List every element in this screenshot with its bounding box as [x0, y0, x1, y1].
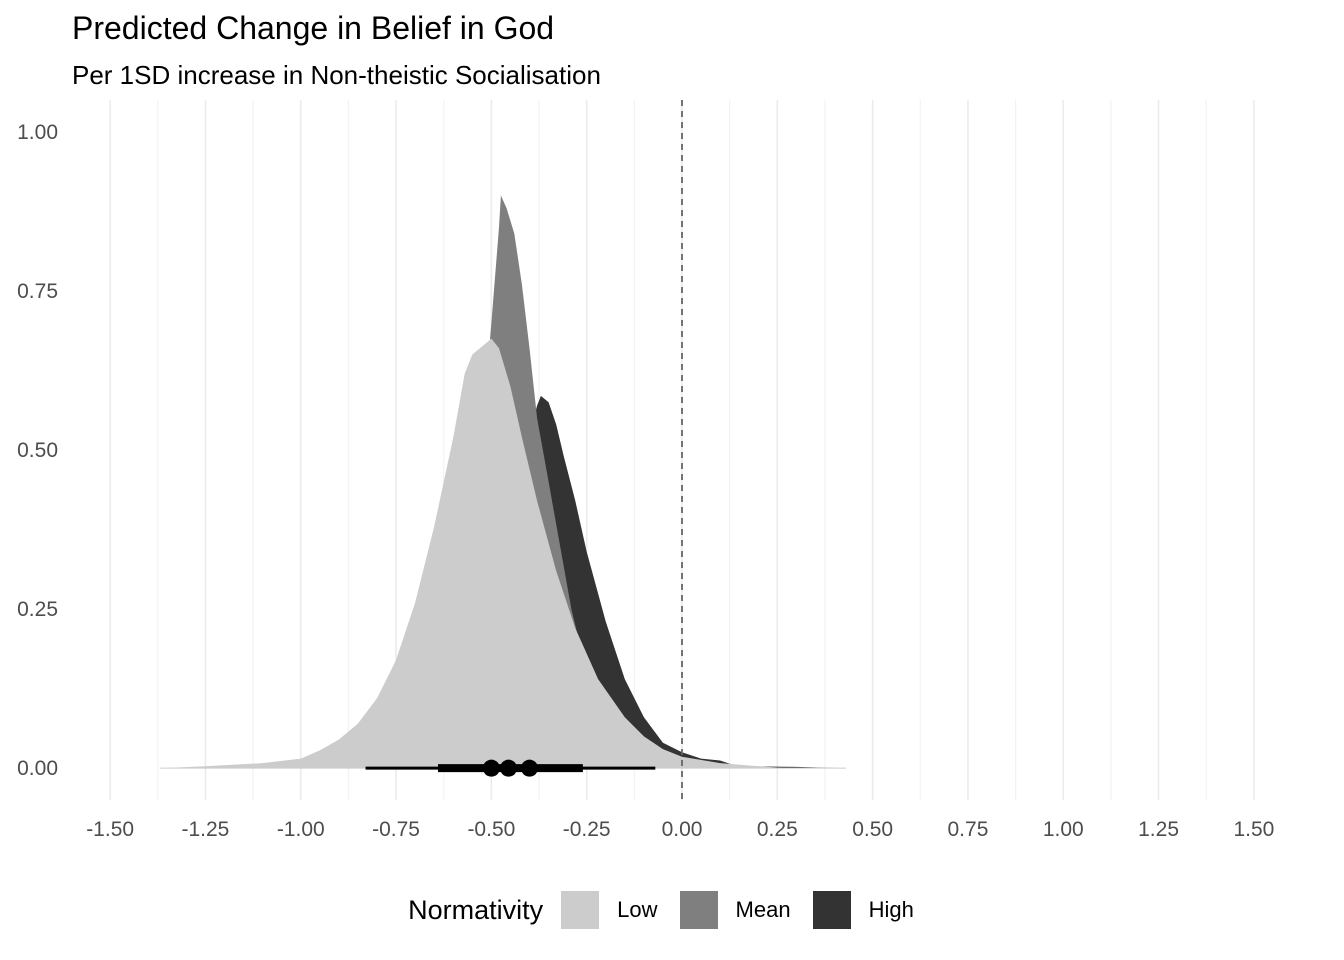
y-tick-label: 0.00 — [17, 757, 58, 780]
legend: Normativity Low Mean High — [0, 886, 1344, 934]
x-tick-label: 0.75 — [948, 818, 989, 841]
interval-point — [521, 759, 538, 777]
legend-key-low — [561, 891, 600, 929]
density-area-low — [159, 338, 789, 769]
x-tick-label: 0.00 — [662, 818, 703, 841]
x-tick-label: 1.25 — [1138, 818, 1179, 841]
x-tick-label: -1.50 — [86, 818, 134, 841]
legend-key-mean — [679, 891, 718, 929]
y-tick-label: 0.50 — [17, 439, 58, 462]
x-tick-label: 1.50 — [1233, 818, 1274, 841]
legend-item-mean: Mean — [679, 891, 791, 929]
x-tick-label: -0.50 — [467, 818, 515, 841]
legend-label-high: High — [868, 897, 914, 922]
interval-point — [482, 759, 500, 777]
x-tick-label: 0.25 — [757, 818, 798, 841]
legend-title: Normativity — [408, 894, 544, 925]
legend-label-mean: Mean — [735, 897, 791, 922]
chart-title: Predicted Change in Belief in God — [72, 10, 555, 46]
y-tick-label: 1.00 — [17, 121, 58, 144]
legend-key-high — [812, 891, 851, 929]
legend-item-low: Low — [561, 891, 658, 929]
x-tick-label: -0.75 — [372, 818, 420, 841]
y-tick-label: 0.75 — [17, 280, 58, 303]
interval-point — [500, 759, 518, 777]
y-tick-label: 0.25 — [17, 598, 58, 621]
x-tick-label: -1.25 — [182, 818, 230, 841]
chart-subtitle: Per 1SD increase in Non-theistic Sociali… — [72, 60, 601, 90]
legend-label-low: Low — [617, 897, 658, 922]
legend-item-high: High — [812, 891, 914, 929]
x-tick-label: -0.25 — [563, 818, 611, 841]
x-tick-label: 1.00 — [1043, 818, 1084, 841]
x-tick-label: -1.00 — [277, 818, 325, 841]
x-tick-label: 0.50 — [852, 818, 893, 841]
